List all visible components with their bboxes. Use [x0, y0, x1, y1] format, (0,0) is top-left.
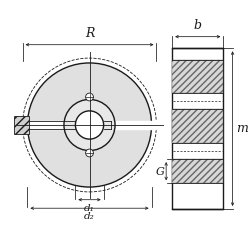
Bar: [20, 120, 159, 130]
Bar: [172, 48, 223, 209]
Circle shape: [86, 93, 94, 101]
Text: d₂: d₂: [84, 212, 95, 221]
Circle shape: [76, 111, 104, 139]
Text: R: R: [85, 27, 94, 40]
Text: b: b: [194, 19, 202, 32]
Bar: [172, 60, 223, 93]
Bar: [172, 159, 223, 183]
Text: m: m: [236, 122, 248, 135]
Text: G: G: [156, 168, 165, 177]
Circle shape: [86, 149, 94, 157]
Circle shape: [64, 100, 115, 150]
Circle shape: [28, 63, 152, 187]
Text: d₁: d₁: [84, 204, 95, 212]
Bar: [172, 110, 223, 143]
Bar: [14, 116, 29, 134]
